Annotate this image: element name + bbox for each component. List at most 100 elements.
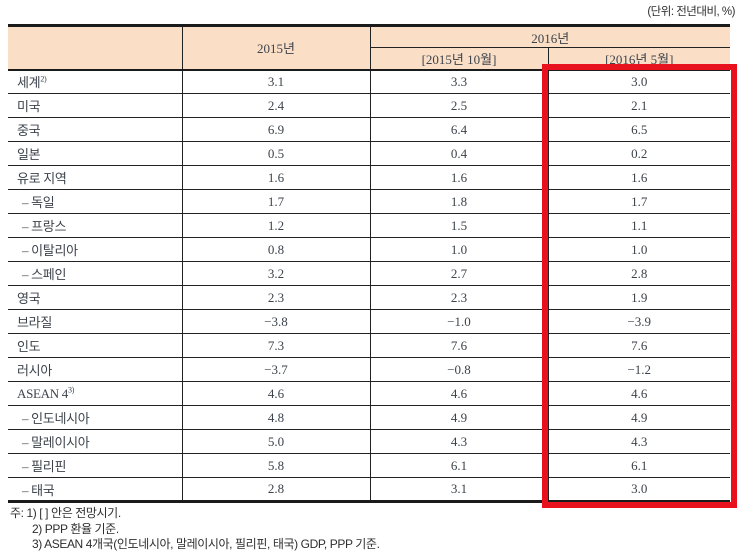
value-2016-may: 1.1 [547,213,730,238]
table-row: 중국 6.9 6.4 6.5 [8,117,730,142]
value-2015: 2.8 [181,477,371,502]
value-2015-oct: 1.0 [369,237,549,262]
value-2015-oct: 2.3 [369,285,549,310]
header-2015: 2015년 [181,25,371,70]
header-2015-oct: [2015년 10월] [370,47,549,70]
value-2015: 0.5 [181,141,371,166]
row-label: 러시아 [8,357,183,382]
value-2016-may: −3.9 [547,309,730,334]
value-2016-may: 4.9 [547,405,730,430]
value-2016-may: 1.9 [547,285,730,310]
value-2015-oct: 2.5 [369,93,549,118]
table-row: 인도 7.3 7.6 7.6 [8,333,730,358]
header-corner-cell [8,25,183,70]
table-row: 일본 0.5 0.4 0.2 [8,141,730,166]
table-row: – 독일 1.7 1.8 1.7 [8,189,730,214]
value-2016-may: 2.1 [547,93,730,118]
value-2016-may: 6.5 [547,117,730,142]
value-2016-may: −1.2 [547,357,730,382]
value-2015-oct: 4.3 [369,429,549,454]
value-2016-may: 4.3 [547,429,730,454]
footnote-3: 3) ASEAN 4개국(인도네시아, 말레이시아, 필리핀, 태국) GDP,… [32,537,380,551]
value-2016-may: 0.2 [547,141,730,166]
row-label: 인도 [8,333,183,358]
value-2015: −3.8 [181,309,371,334]
table-row: – 인도네시아 4.8 4.9 4.9 [8,405,730,430]
table-row: 영국 2.3 2.3 1.9 [8,285,730,310]
row-label: 일본 [8,141,183,166]
value-2016-may: 1.7 [547,189,730,214]
value-2015-oct: 1.8 [369,189,549,214]
table-header: 2015년 2016년 [2015년 10월] [2016년 5월] [8,25,730,70]
table-row: – 태국 2.8 3.1 3.0 [8,477,730,502]
value-2015-oct: −1.0 [369,309,549,334]
value-2015-oct: 6.1 [369,453,549,478]
row-label: ASEAN 43) [8,381,183,406]
value-2015: 4.6 [181,381,371,406]
footnote-marker: 2) [40,74,47,84]
table-row: 유로 지역 1.6 1.6 1.6 [8,165,730,190]
value-2015: 2.4 [181,93,371,118]
footnote-1: 주: 1) [ ] 안은 전망시기. [10,506,121,520]
value-2015-oct: 4.6 [369,381,549,406]
unit-label: (단위: 전년대비, %) [647,6,735,18]
table-body: 세계2) 3.1 3.3 3.0 미국 2.4 2.5 2.1 중국 6.9 6.4 6.5 일본 0.5… [8,69,730,502]
value-2015-oct: −0.8 [369,357,549,382]
table-row: – 프랑스 1.2 1.5 1.1 [8,213,730,238]
value-2015-oct: 4.9 [369,405,549,430]
value-2015-oct: 7.6 [369,333,549,358]
table-row: 세계2) 3.1 3.3 3.0 [8,69,730,94]
header-2016-may: [2016년 5월] [547,47,730,70]
row-label: 유로 지역 [8,165,183,190]
value-2015: 7.3 [181,333,371,358]
value-2016-may: 6.1 [547,453,730,478]
value-2015: 1.2 [181,213,371,238]
table-row: ASEAN 43) 4.6 4.6 4.6 [8,381,730,406]
footnote-marker: 3) [68,385,75,395]
footnotes: 주: 1) [ ] 안은 전망시기. 2) PPP 환율 기준. 3) ASEA… [10,506,380,553]
row-label: – 말레이시아 [8,429,183,454]
value-2015-oct: 1.5 [369,213,549,238]
value-2016-may: 2.8 [547,261,730,286]
row-label: – 필리핀 [8,453,183,478]
value-2016-may: 4.6 [547,381,730,406]
row-label: – 이탈리아 [8,237,183,262]
row-label: – 태국 [8,477,183,502]
value-2015-oct: 3.3 [369,69,549,94]
value-2015: 2.3 [181,285,371,310]
value-2015: 5.0 [181,429,371,454]
row-label: – 인도네시아 [8,405,183,430]
row-label: – 스페인 [8,261,183,286]
table-row: – 말레이시아 5.0 4.3 4.3 [8,429,730,454]
row-label: 중국 [8,117,183,142]
row-label: 영국 [8,285,183,310]
value-2015: 3.2 [181,261,371,286]
value-2015: 4.8 [181,405,371,430]
value-2015-oct: 1.6 [369,165,549,190]
table-row: 브라질 −3.8 −1.0 −3.9 [8,309,730,334]
value-2015: 0.8 [181,237,371,262]
value-2015: 6.9 [181,117,371,142]
value-2016-may: 3.0 [547,69,730,94]
row-label: 미국 [8,93,183,118]
value-2015: 1.6 [181,165,371,190]
value-2015-oct: 6.4 [369,117,549,142]
table-row: – 이탈리아 0.8 1.0 1.0 [8,237,730,262]
row-label: – 독일 [8,189,183,214]
value-2015: 5.8 [181,453,371,478]
value-2015: 1.7 [181,189,371,214]
table-row: 러시아 −3.7 −0.8 −1.2 [8,357,730,382]
table-row: 미국 2.4 2.5 2.1 [8,93,730,118]
value-2015-oct: 0.4 [369,141,549,166]
value-2015-oct: 3.1 [369,477,549,502]
value-2016-may: 3.0 [547,477,730,502]
value-2015-oct: 2.7 [369,261,549,286]
row-label: 브라질 [8,309,183,334]
row-label: – 프랑스 [8,213,183,238]
value-2016-may: 1.6 [547,165,730,190]
table-row: – 필리핀 5.8 6.1 6.1 [8,453,730,478]
value-2016-may: 7.6 [547,333,730,358]
value-2016-may: 1.0 [547,237,730,262]
header-2016: 2016년 [369,25,730,48]
